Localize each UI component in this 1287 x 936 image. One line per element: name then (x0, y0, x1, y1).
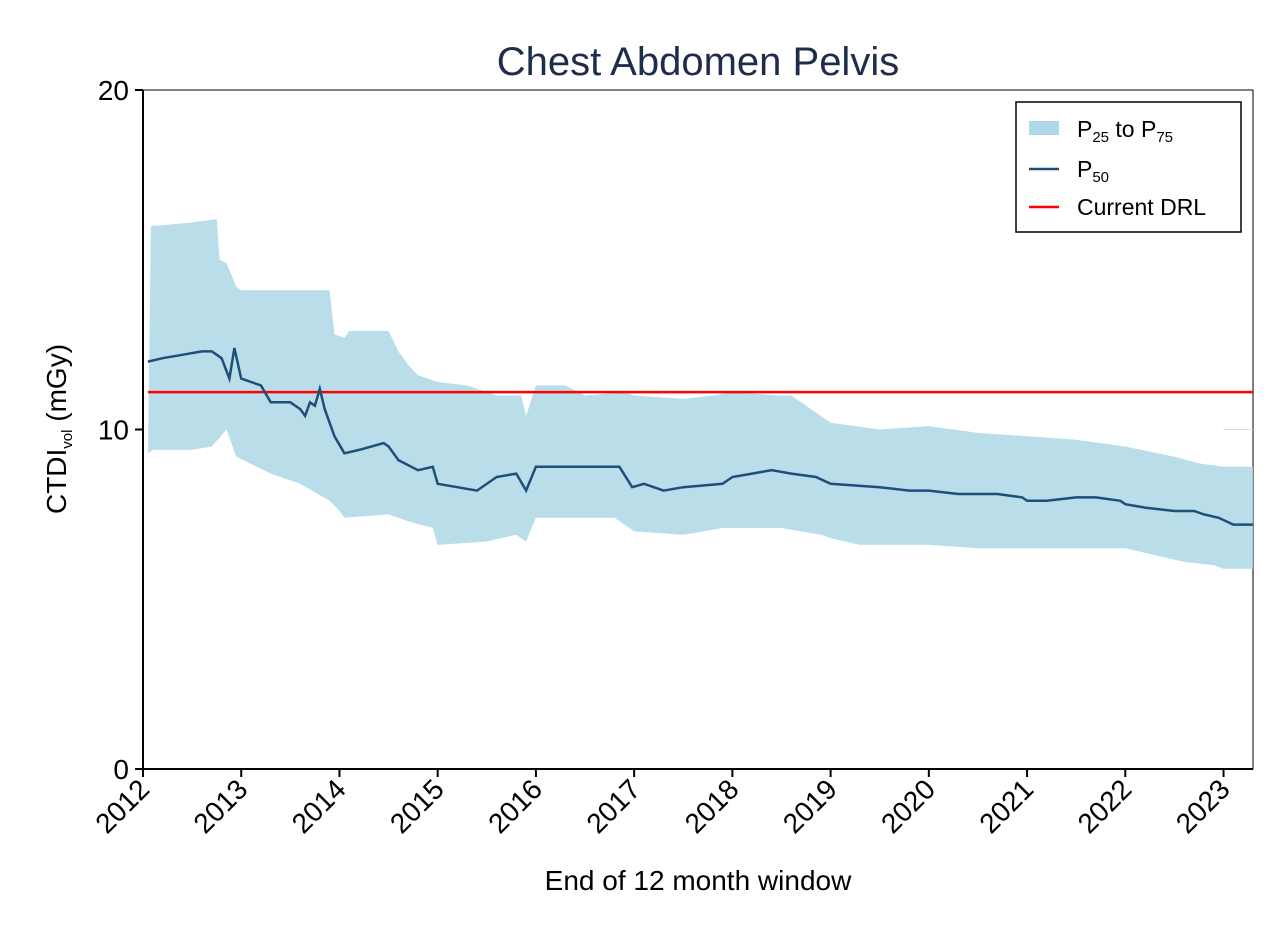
y-axis-title-main: CTDI (41, 449, 72, 514)
x-tick-label: 2023 (1170, 773, 1236, 839)
y-axis-title: CTDIvol (mGy) (41, 344, 76, 514)
p25-p75-band (147, 219, 1253, 569)
y-tick-label: 20 (98, 75, 129, 106)
x-tick-label: 2012 (89, 773, 155, 839)
x-axis: 2012 2013 2014 2015 2016 2017 2018 2019 2020 2021… (89, 768, 1253, 839)
y-axis: 0 10 20 (98, 75, 1253, 785)
x-tick-label: 2013 (188, 773, 254, 839)
x-tick-label: 2017 (580, 773, 646, 839)
legend-label: P50 (1077, 156, 1109, 186)
y-axis-title-sub: vol (59, 430, 76, 449)
x-tick-label: 2021 (973, 773, 1039, 839)
legend: P25 to P75 P50 Current DRL (1015, 101, 1242, 233)
legend-swatch-band (1029, 121, 1059, 135)
x-tick-label: 2015 (384, 773, 450, 839)
x-tick-label: 2022 (1072, 773, 1138, 839)
chart-title: Chest Abdomen Pelvis (497, 40, 899, 84)
legend-label: P25 to P75 (1077, 116, 1173, 146)
x-tick-label: 2018 (679, 773, 745, 839)
x-tick-label: 2014 (286, 773, 352, 839)
y-tick-label: 0 (113, 754, 129, 785)
y-tick-label: 10 (98, 415, 129, 446)
p50-line (147, 347, 1253, 526)
x-tick-label: 2019 (777, 773, 843, 839)
legend-items: P25 to P75 P50 Current DRL (1029, 116, 1206, 220)
y-axis-title-unit: (mGy) (41, 344, 72, 430)
y-ticks: 0 10 20 (98, 75, 1253, 785)
x-tick-label: 2016 (482, 773, 548, 839)
x-ticks: 2012 2013 2014 2015 2016 2017 2018 2019 2020 2021… (89, 769, 1236, 839)
legend-label: Current DRL (1077, 194, 1206, 220)
x-tick-label: 2020 (875, 773, 941, 839)
x-axis-title: End of 12 month window (545, 865, 852, 896)
